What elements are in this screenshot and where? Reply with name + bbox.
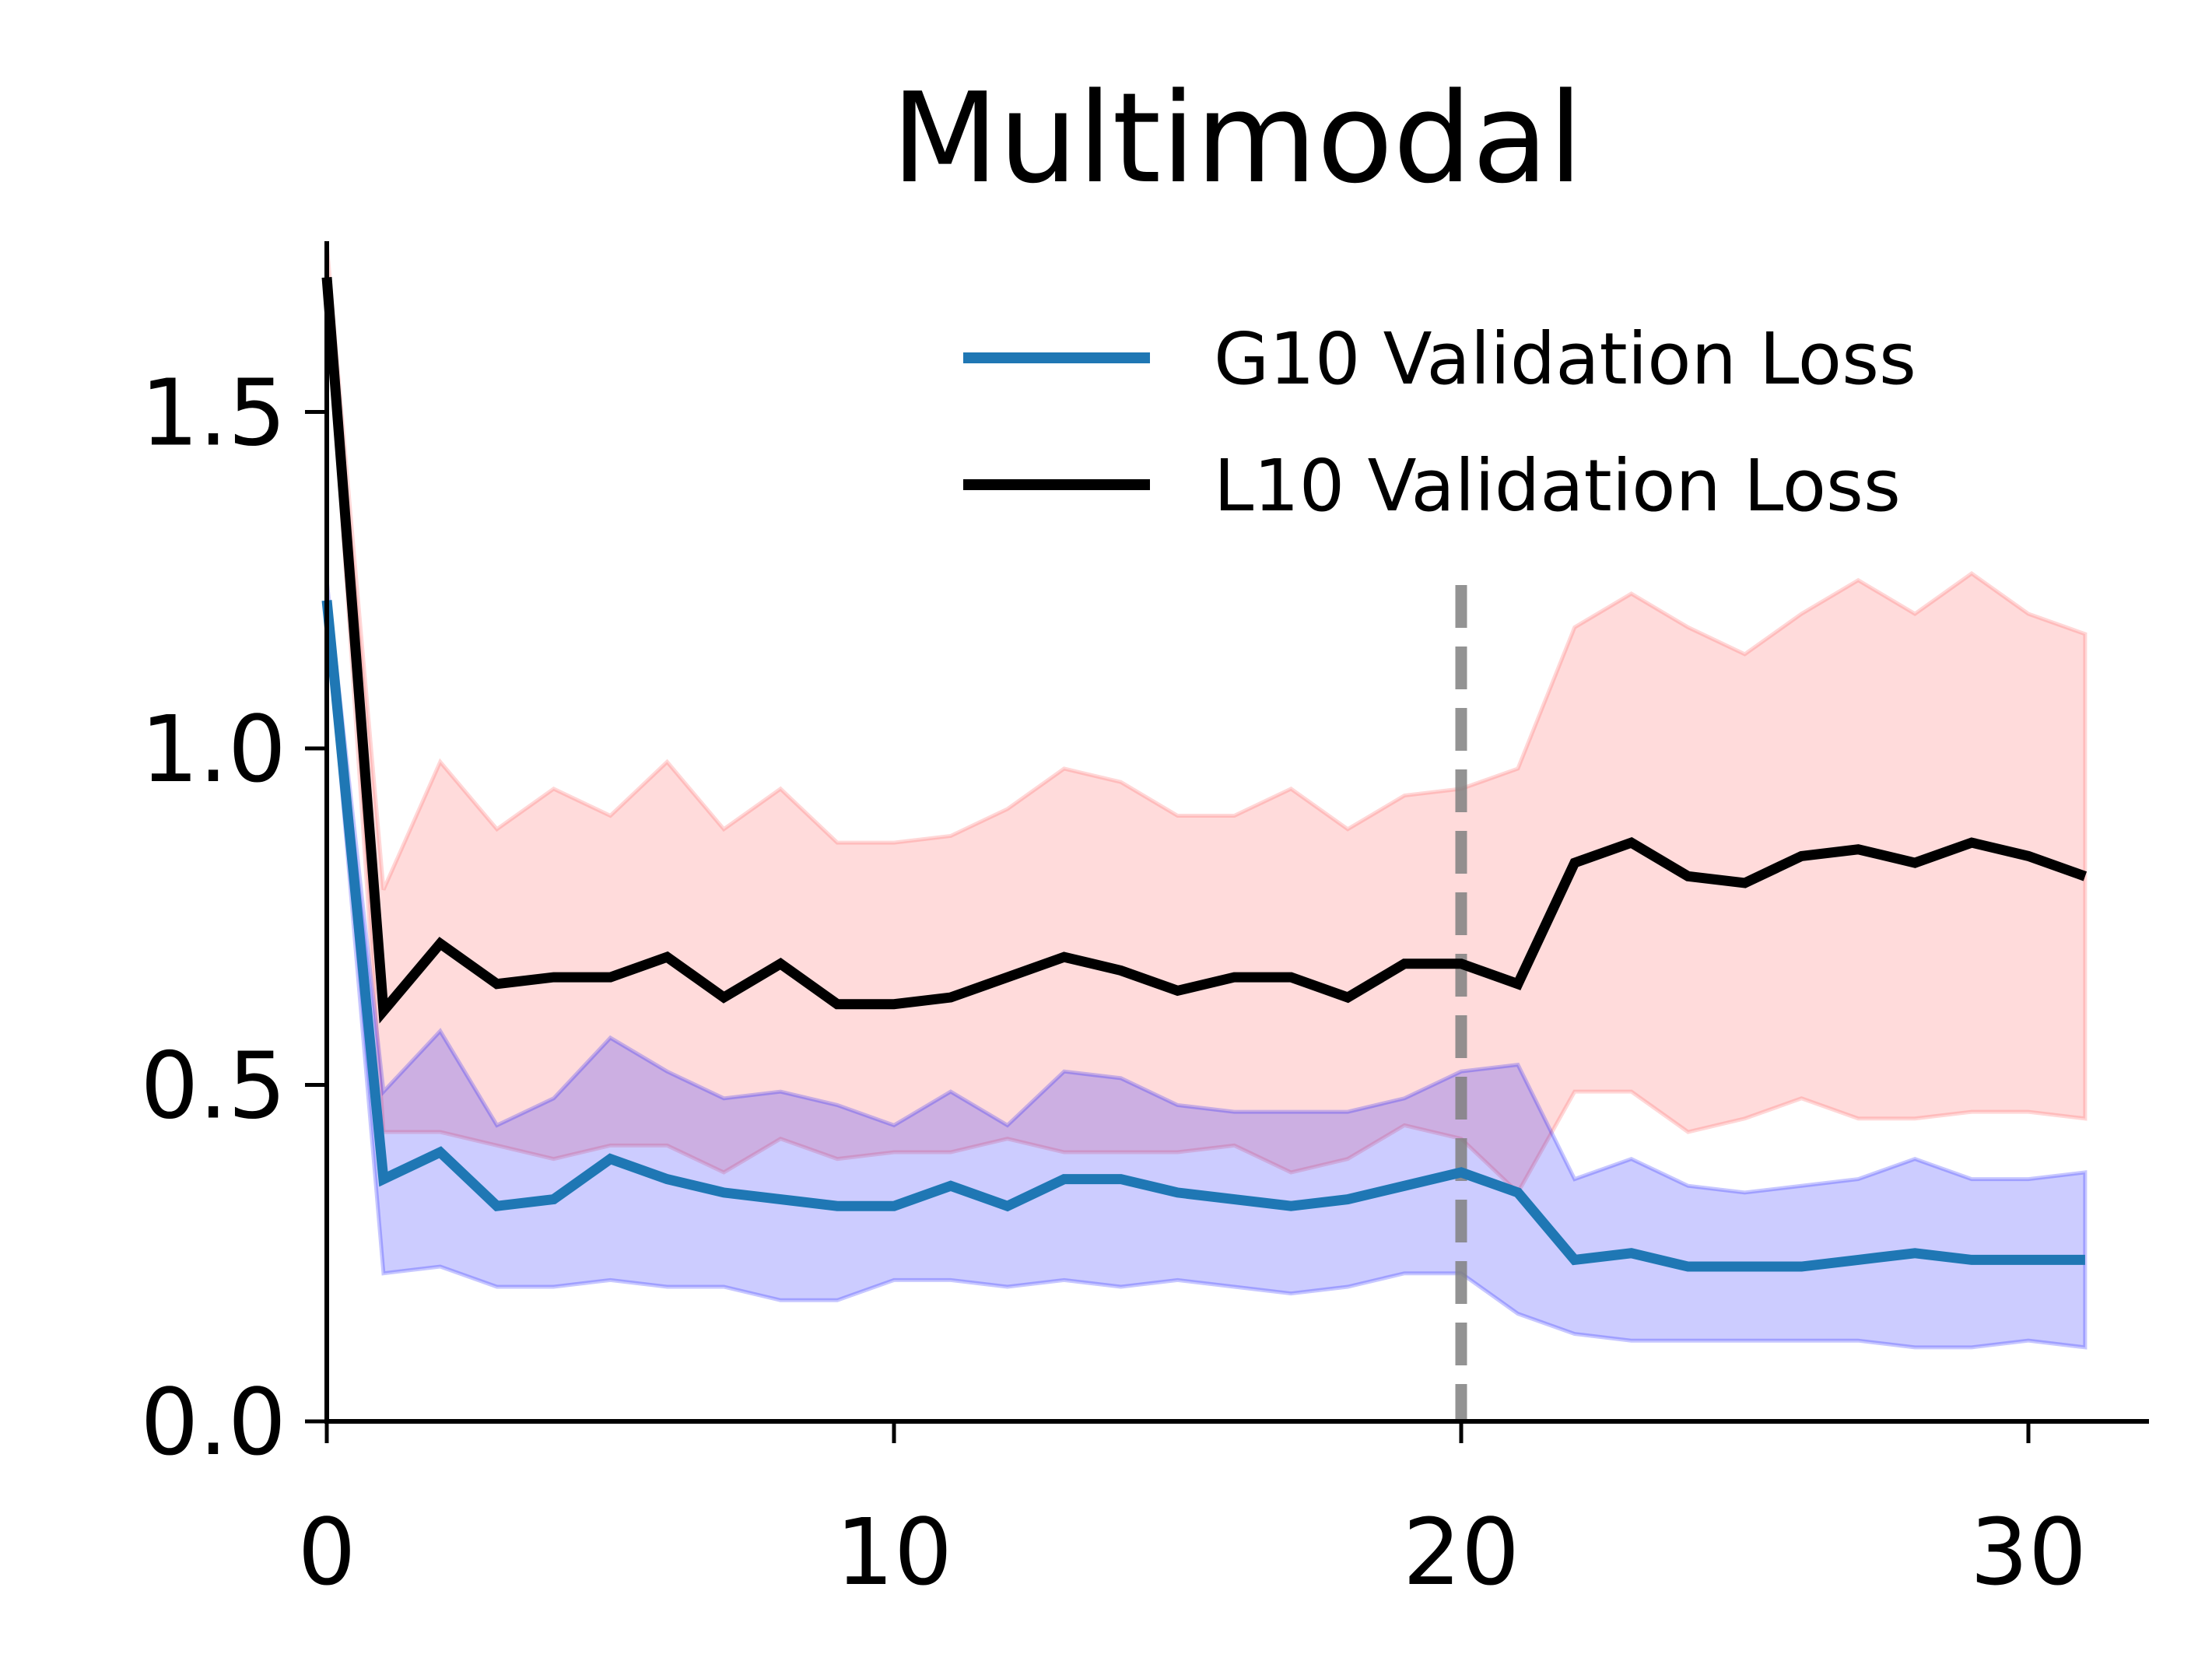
band-g10-validation-loss <box>324 580 2088 1350</box>
series-g10-validation-loss <box>321 600 2085 1272</box>
x-tick-label: 30 <box>1970 1498 2087 1606</box>
y-tick-label: 0.5 <box>140 1032 286 1140</box>
x-tick-label: 0 <box>297 1498 356 1606</box>
legend-label-g10: G10 Validation Loss <box>1214 317 1916 401</box>
legend: G10 Validation Loss L10 Validation Loss <box>963 317 1916 527</box>
chart-title: Multimodal <box>892 65 1583 211</box>
series-l10-validation-loss <box>321 276 2088 1024</box>
y-tick-label: 1.0 <box>140 696 286 803</box>
series-lines <box>321 276 2088 1272</box>
x-tick-label: 20 <box>1403 1498 1520 1606</box>
y-tick-label: 1.5 <box>140 359 286 467</box>
x-tick-label: 10 <box>836 1498 952 1606</box>
legend-label-l10: L10 Validation Loss <box>1214 444 1901 527</box>
axes <box>324 241 2149 1424</box>
y-ticks: 0.0 0.5 1.0 1.5 <box>140 359 327 1476</box>
line-l10-validation-loss <box>321 276 2088 1024</box>
y-tick-label: 0.0 <box>140 1368 286 1476</box>
x-ticks: 0 10 20 30 <box>297 1421 2087 1606</box>
band-l10-validation-loss <box>324 244 2088 1196</box>
confidence-bands <box>324 244 2088 1350</box>
line-g10-validation-loss <box>321 600 2085 1272</box>
